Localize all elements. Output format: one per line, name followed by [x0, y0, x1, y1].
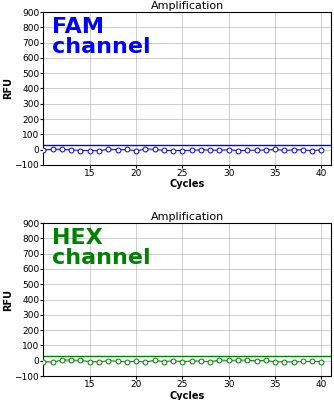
X-axis label: Cycles: Cycles — [169, 180, 205, 190]
Title: Amplification: Amplification — [150, 1, 224, 11]
Text: HEX
channel: HEX channel — [52, 228, 151, 268]
Y-axis label: RFU: RFU — [3, 288, 13, 310]
X-axis label: Cycles: Cycles — [169, 390, 205, 400]
Text: FAM
channel: FAM channel — [52, 16, 151, 57]
Y-axis label: RFU: RFU — [3, 78, 13, 100]
Title: Amplification: Amplification — [150, 212, 224, 222]
